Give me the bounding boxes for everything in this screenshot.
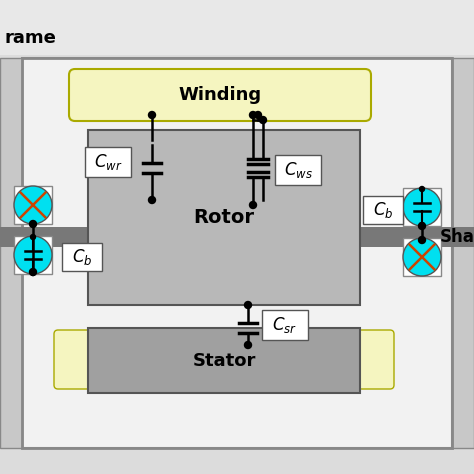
Text: $C_{wr}$: $C_{wr}$ bbox=[94, 152, 122, 172]
Circle shape bbox=[148, 197, 155, 203]
FancyBboxPatch shape bbox=[69, 69, 371, 121]
Circle shape bbox=[14, 186, 52, 224]
Circle shape bbox=[419, 186, 425, 191]
Bar bbox=[0, 0, 474, 55]
Circle shape bbox=[259, 117, 266, 124]
Circle shape bbox=[14, 236, 52, 274]
Bar bbox=[90, 231, 360, 243]
Circle shape bbox=[29, 220, 36, 228]
Bar bbox=[403, 238, 441, 276]
Text: Rotor: Rotor bbox=[193, 208, 255, 227]
Circle shape bbox=[419, 222, 425, 228]
Bar bbox=[22, 58, 452, 448]
Text: $C_{sr}$: $C_{sr}$ bbox=[273, 315, 298, 335]
FancyBboxPatch shape bbox=[54, 330, 92, 389]
Bar bbox=[363, 196, 403, 224]
Text: Winding: Winding bbox=[178, 86, 262, 104]
Circle shape bbox=[249, 201, 256, 209]
Text: Sha: Sha bbox=[440, 228, 474, 246]
Circle shape bbox=[245, 341, 252, 348]
Circle shape bbox=[30, 235, 36, 239]
Bar bbox=[14, 186, 52, 224]
Bar bbox=[85, 147, 131, 177]
Bar bbox=[22, 58, 452, 448]
Bar bbox=[0, 58, 22, 448]
Circle shape bbox=[148, 111, 155, 118]
Bar bbox=[403, 188, 441, 226]
Circle shape bbox=[419, 237, 426, 244]
Bar bbox=[452, 58, 474, 448]
Circle shape bbox=[403, 188, 441, 226]
Bar bbox=[88, 130, 360, 305]
Text: rame: rame bbox=[5, 29, 57, 47]
Bar bbox=[262, 310, 308, 340]
Bar bbox=[62, 243, 102, 271]
Bar bbox=[0, 227, 474, 247]
Bar bbox=[88, 328, 360, 393]
Circle shape bbox=[419, 222, 426, 229]
Text: $C_b$: $C_b$ bbox=[72, 247, 92, 267]
Text: Stator: Stator bbox=[192, 352, 255, 370]
Bar bbox=[275, 155, 321, 185]
Circle shape bbox=[249, 111, 256, 118]
Circle shape bbox=[30, 271, 36, 275]
Text: $C_{ws}$: $C_{ws}$ bbox=[283, 160, 312, 180]
Text: $C_b$: $C_b$ bbox=[373, 200, 393, 220]
Circle shape bbox=[255, 111, 262, 118]
FancyBboxPatch shape bbox=[356, 330, 394, 389]
Bar bbox=[14, 236, 52, 274]
Circle shape bbox=[29, 268, 36, 275]
Circle shape bbox=[403, 238, 441, 276]
Circle shape bbox=[245, 301, 252, 309]
